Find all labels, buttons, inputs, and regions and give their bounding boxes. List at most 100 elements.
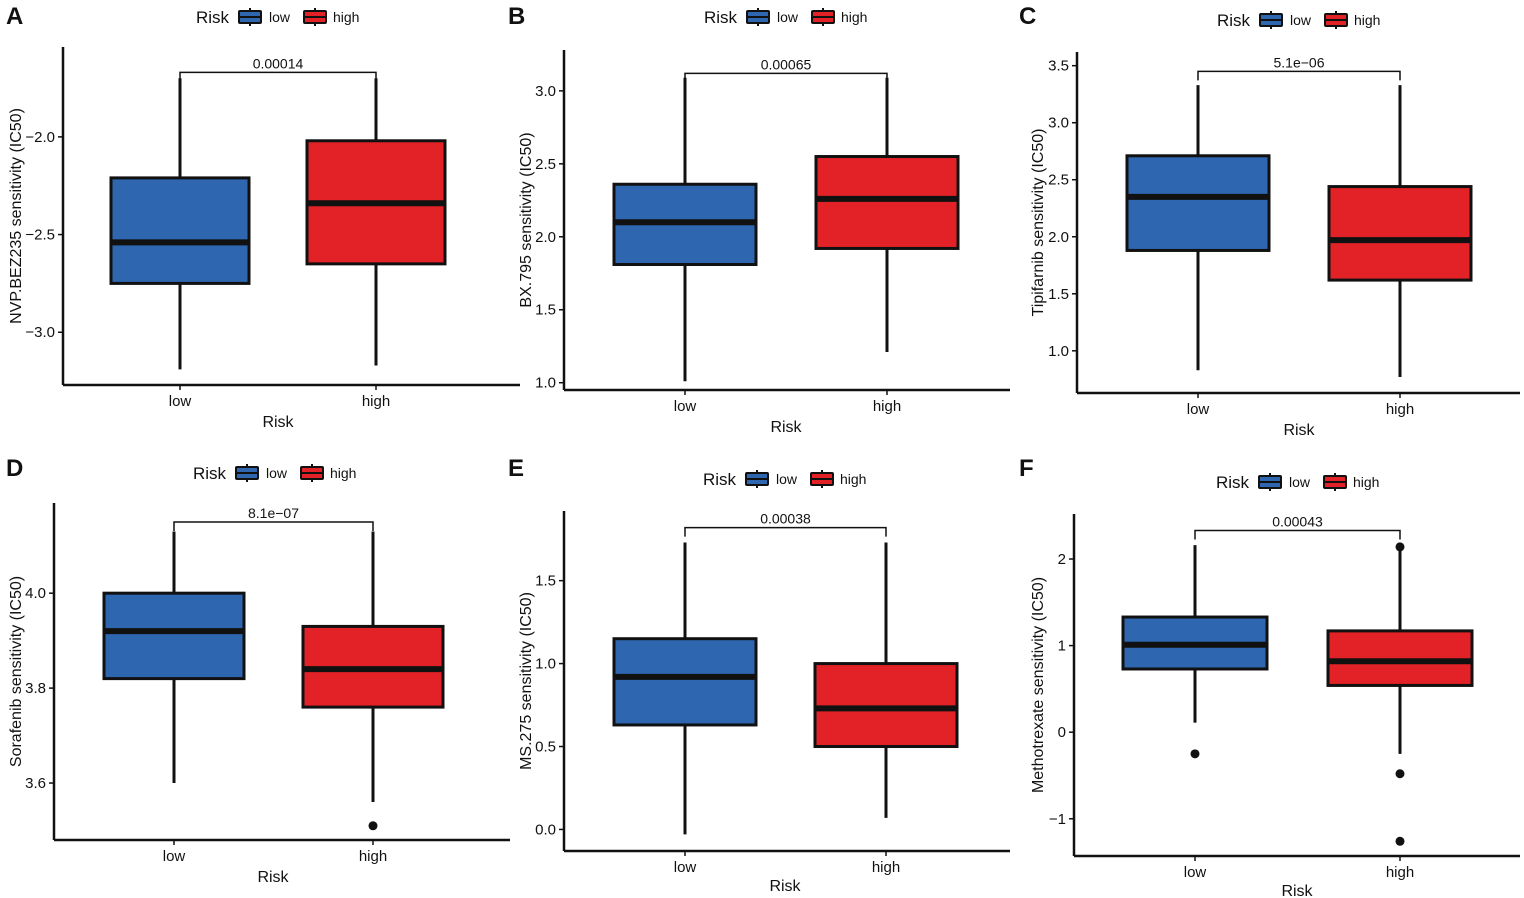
box-low xyxy=(1125,85,1271,371)
y-tick-label: 1.0 xyxy=(535,375,556,392)
panel-letter: B xyxy=(508,3,525,30)
panel-A: A Risk low high −3.0 −2.5 −2.0 low high Risk NVP.B… xyxy=(6,3,520,431)
x-tick-label: high xyxy=(362,393,390,410)
iqr-box xyxy=(1326,629,1474,687)
outlier-point xyxy=(1190,749,1200,759)
box-high xyxy=(305,78,447,366)
legend-key-low xyxy=(746,8,770,26)
x-axis-title: Risk xyxy=(257,869,289,886)
iqr-box xyxy=(109,176,251,285)
box-high xyxy=(814,77,960,353)
x-tick-label: high xyxy=(872,859,900,876)
outlier-point xyxy=(1395,836,1405,846)
p-value-label: 0.00065 xyxy=(761,56,812,72)
p-value-label: 0.00038 xyxy=(760,511,811,527)
p-value-label: 0.00043 xyxy=(1272,513,1323,529)
iqr-box xyxy=(813,662,959,749)
x-tick-label: low xyxy=(674,859,697,876)
legend-key-low xyxy=(1258,473,1282,491)
y-tick-label: 1.5 xyxy=(535,573,556,590)
significance-bracket xyxy=(1197,70,1401,81)
panel-letter: D xyxy=(6,455,23,482)
x-tick-label: high xyxy=(1386,401,1414,418)
panel-D: D Risk low high 3.6 3.8 4.0 low high Risk Sorafeni… xyxy=(6,455,510,886)
legend-key-high xyxy=(811,8,835,26)
legend-label-high: high xyxy=(330,465,356,481)
panel-F: F Risk low high −1 0 1 2 low high Risk Methotrexate… xyxy=(1019,455,1520,898)
x-axis-title: Risk xyxy=(1283,422,1315,439)
y-tick-label: 3.0 xyxy=(535,83,556,100)
x-tick-label: low xyxy=(1187,401,1210,418)
p-value-label: 0.00014 xyxy=(253,55,304,71)
box-high xyxy=(813,542,959,818)
p-value-label: 8.1e−07 xyxy=(248,505,299,521)
y-tick-label: 3.6 xyxy=(25,775,46,792)
y-tick-label: 2 xyxy=(1058,551,1066,568)
legend: Risk low high xyxy=(703,470,866,489)
legend-label-low: low xyxy=(777,9,799,25)
y-tick-label: 1.0 xyxy=(1048,343,1069,360)
x-tick-label: high xyxy=(873,398,901,415)
iqr-box xyxy=(612,637,758,727)
y-tick-label: 3.8 xyxy=(25,680,46,697)
panel-letter: A xyxy=(6,3,23,30)
legend-label-low: low xyxy=(1289,474,1311,490)
significance-bracket xyxy=(173,521,374,531)
y-axis-title: Tipifarnib sensitivity (IC50) xyxy=(1030,129,1047,317)
legend-key-high xyxy=(810,470,834,488)
x-axis-title: Risk xyxy=(770,419,802,436)
legend-title: Risk xyxy=(1216,473,1250,492)
x-tick-label: low xyxy=(674,398,697,415)
y-tick-label: 1.5 xyxy=(535,302,556,319)
legend-label-low: low xyxy=(266,465,288,481)
y-tick-label: 2.5 xyxy=(535,156,556,173)
y-axis-title: Methotrexate sensitivity (IC50) xyxy=(1030,577,1047,793)
y-tick-label: 0.5 xyxy=(535,739,556,756)
y-tick-label: 2.5 xyxy=(1048,172,1069,189)
legend-key-high xyxy=(1324,11,1348,29)
x-tick-label: low xyxy=(169,393,192,410)
y-axis-title: MS.275 sensitivity (IC50) xyxy=(518,592,535,770)
y-tick-label: 1 xyxy=(1058,638,1066,655)
x-tick-label: high xyxy=(1386,864,1414,881)
panel-letter: C xyxy=(1019,3,1036,30)
y-tick-label: 0 xyxy=(1058,724,1066,741)
y-axis-title: Sorafenib sensitivity (IC50) xyxy=(8,576,25,767)
outlier-point xyxy=(368,821,378,831)
box-high xyxy=(1326,542,1474,846)
legend-title: Risk xyxy=(196,8,230,27)
outlier-point xyxy=(1395,542,1405,552)
iqr-box xyxy=(1125,154,1271,252)
legend-key-low xyxy=(1259,11,1283,29)
x-tick-label: low xyxy=(1184,864,1207,881)
iqr-box xyxy=(102,591,246,681)
box-low xyxy=(612,542,758,835)
y-tick-label: 0.0 xyxy=(535,821,556,838)
box-high xyxy=(301,531,445,831)
legend: Risk low high xyxy=(1216,473,1379,492)
p-value-label: 5.1e−06 xyxy=(1274,54,1325,70)
box-low xyxy=(1121,545,1269,759)
panel-letter: F xyxy=(1019,455,1034,482)
legend-key-high xyxy=(300,464,324,482)
x-axis-title: Risk xyxy=(262,414,294,431)
legend-label-low: low xyxy=(776,471,798,487)
y-tick-label: 2.0 xyxy=(535,229,556,246)
y-axis-title: BX.795 sensitivity (IC50) xyxy=(518,132,535,307)
legend-label-high: high xyxy=(1354,12,1380,28)
legend-label-low: low xyxy=(269,9,291,25)
y-tick-label: 3.5 xyxy=(1048,58,1069,75)
y-tick-label: 2.0 xyxy=(1048,229,1069,246)
legend-label-high: high xyxy=(841,9,867,25)
box-low xyxy=(612,77,758,382)
legend-title: Risk xyxy=(703,470,737,489)
significance-bracket xyxy=(684,526,887,537)
legend-key-low xyxy=(238,8,262,26)
y-tick-label: −1 xyxy=(1049,811,1066,828)
legend-label-high: high xyxy=(333,9,359,25)
legend: Risk low high xyxy=(704,8,867,27)
legend-label-low: low xyxy=(1290,12,1312,28)
iqr-box xyxy=(1327,185,1473,282)
